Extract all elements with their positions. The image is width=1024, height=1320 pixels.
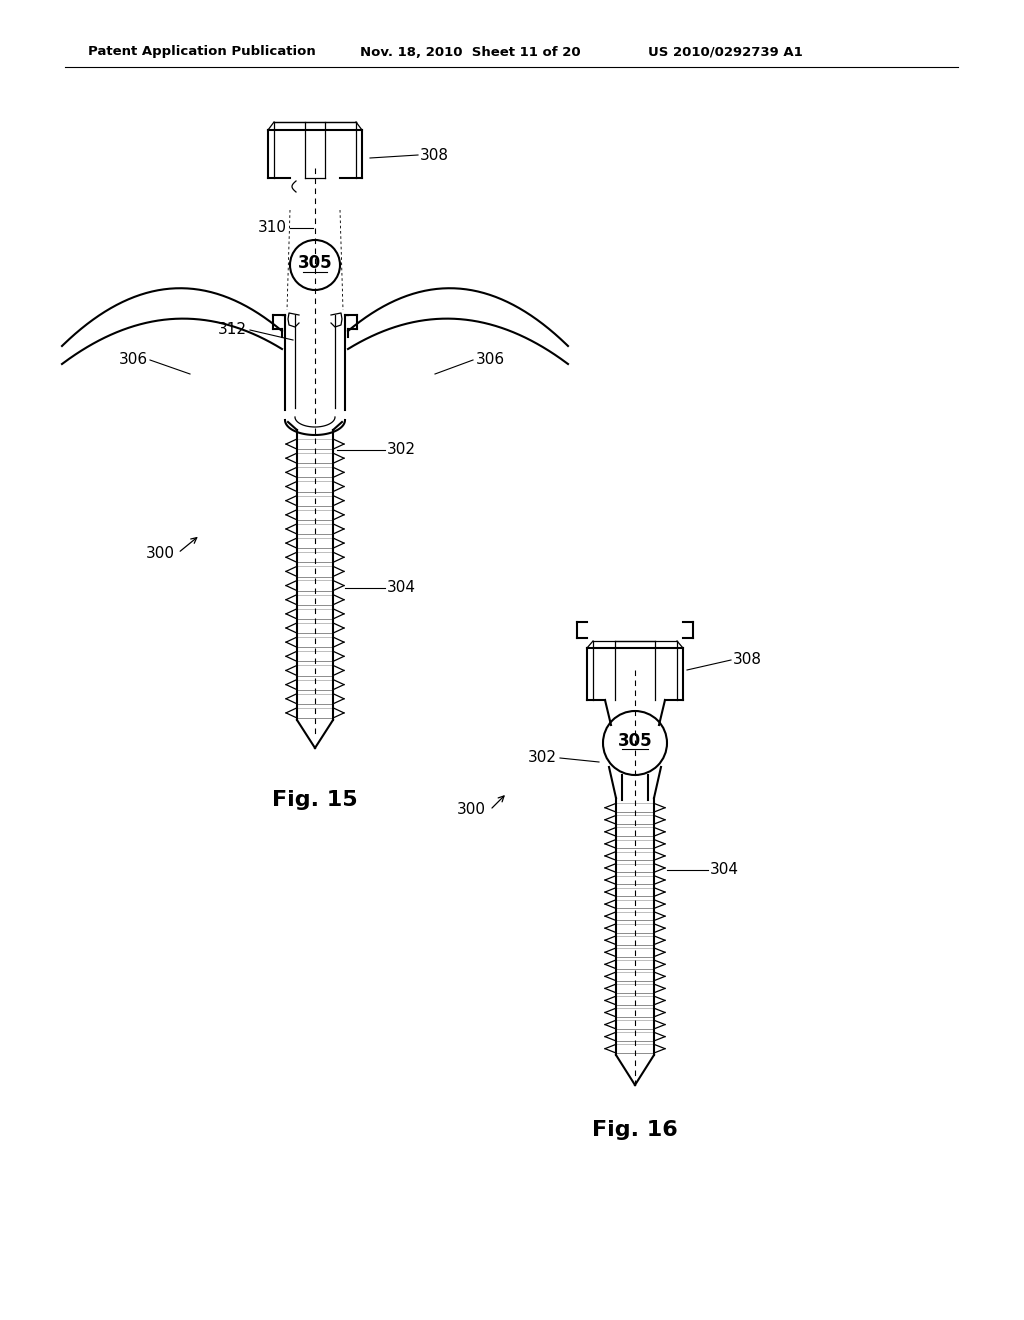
Text: Patent Application Publication: Patent Application Publication [88, 45, 315, 58]
Text: 310: 310 [258, 220, 287, 235]
Text: Nov. 18, 2010  Sheet 11 of 20: Nov. 18, 2010 Sheet 11 of 20 [360, 45, 581, 58]
Text: 302: 302 [387, 442, 416, 458]
Text: 308: 308 [420, 148, 449, 162]
Text: 302: 302 [528, 751, 557, 766]
Text: 304: 304 [387, 581, 416, 595]
Text: US 2010/0292739 A1: US 2010/0292739 A1 [648, 45, 803, 58]
Text: 306: 306 [119, 352, 148, 367]
Text: 305: 305 [298, 253, 333, 272]
Text: 300: 300 [146, 545, 175, 561]
Text: 308: 308 [733, 652, 762, 668]
Text: Fig. 16: Fig. 16 [592, 1119, 678, 1140]
Text: 300: 300 [457, 803, 486, 817]
Text: Fig. 15: Fig. 15 [272, 789, 357, 810]
Text: 306: 306 [476, 352, 505, 367]
Text: 312: 312 [218, 322, 247, 338]
Text: 304: 304 [710, 862, 739, 878]
Text: 305: 305 [617, 733, 652, 750]
